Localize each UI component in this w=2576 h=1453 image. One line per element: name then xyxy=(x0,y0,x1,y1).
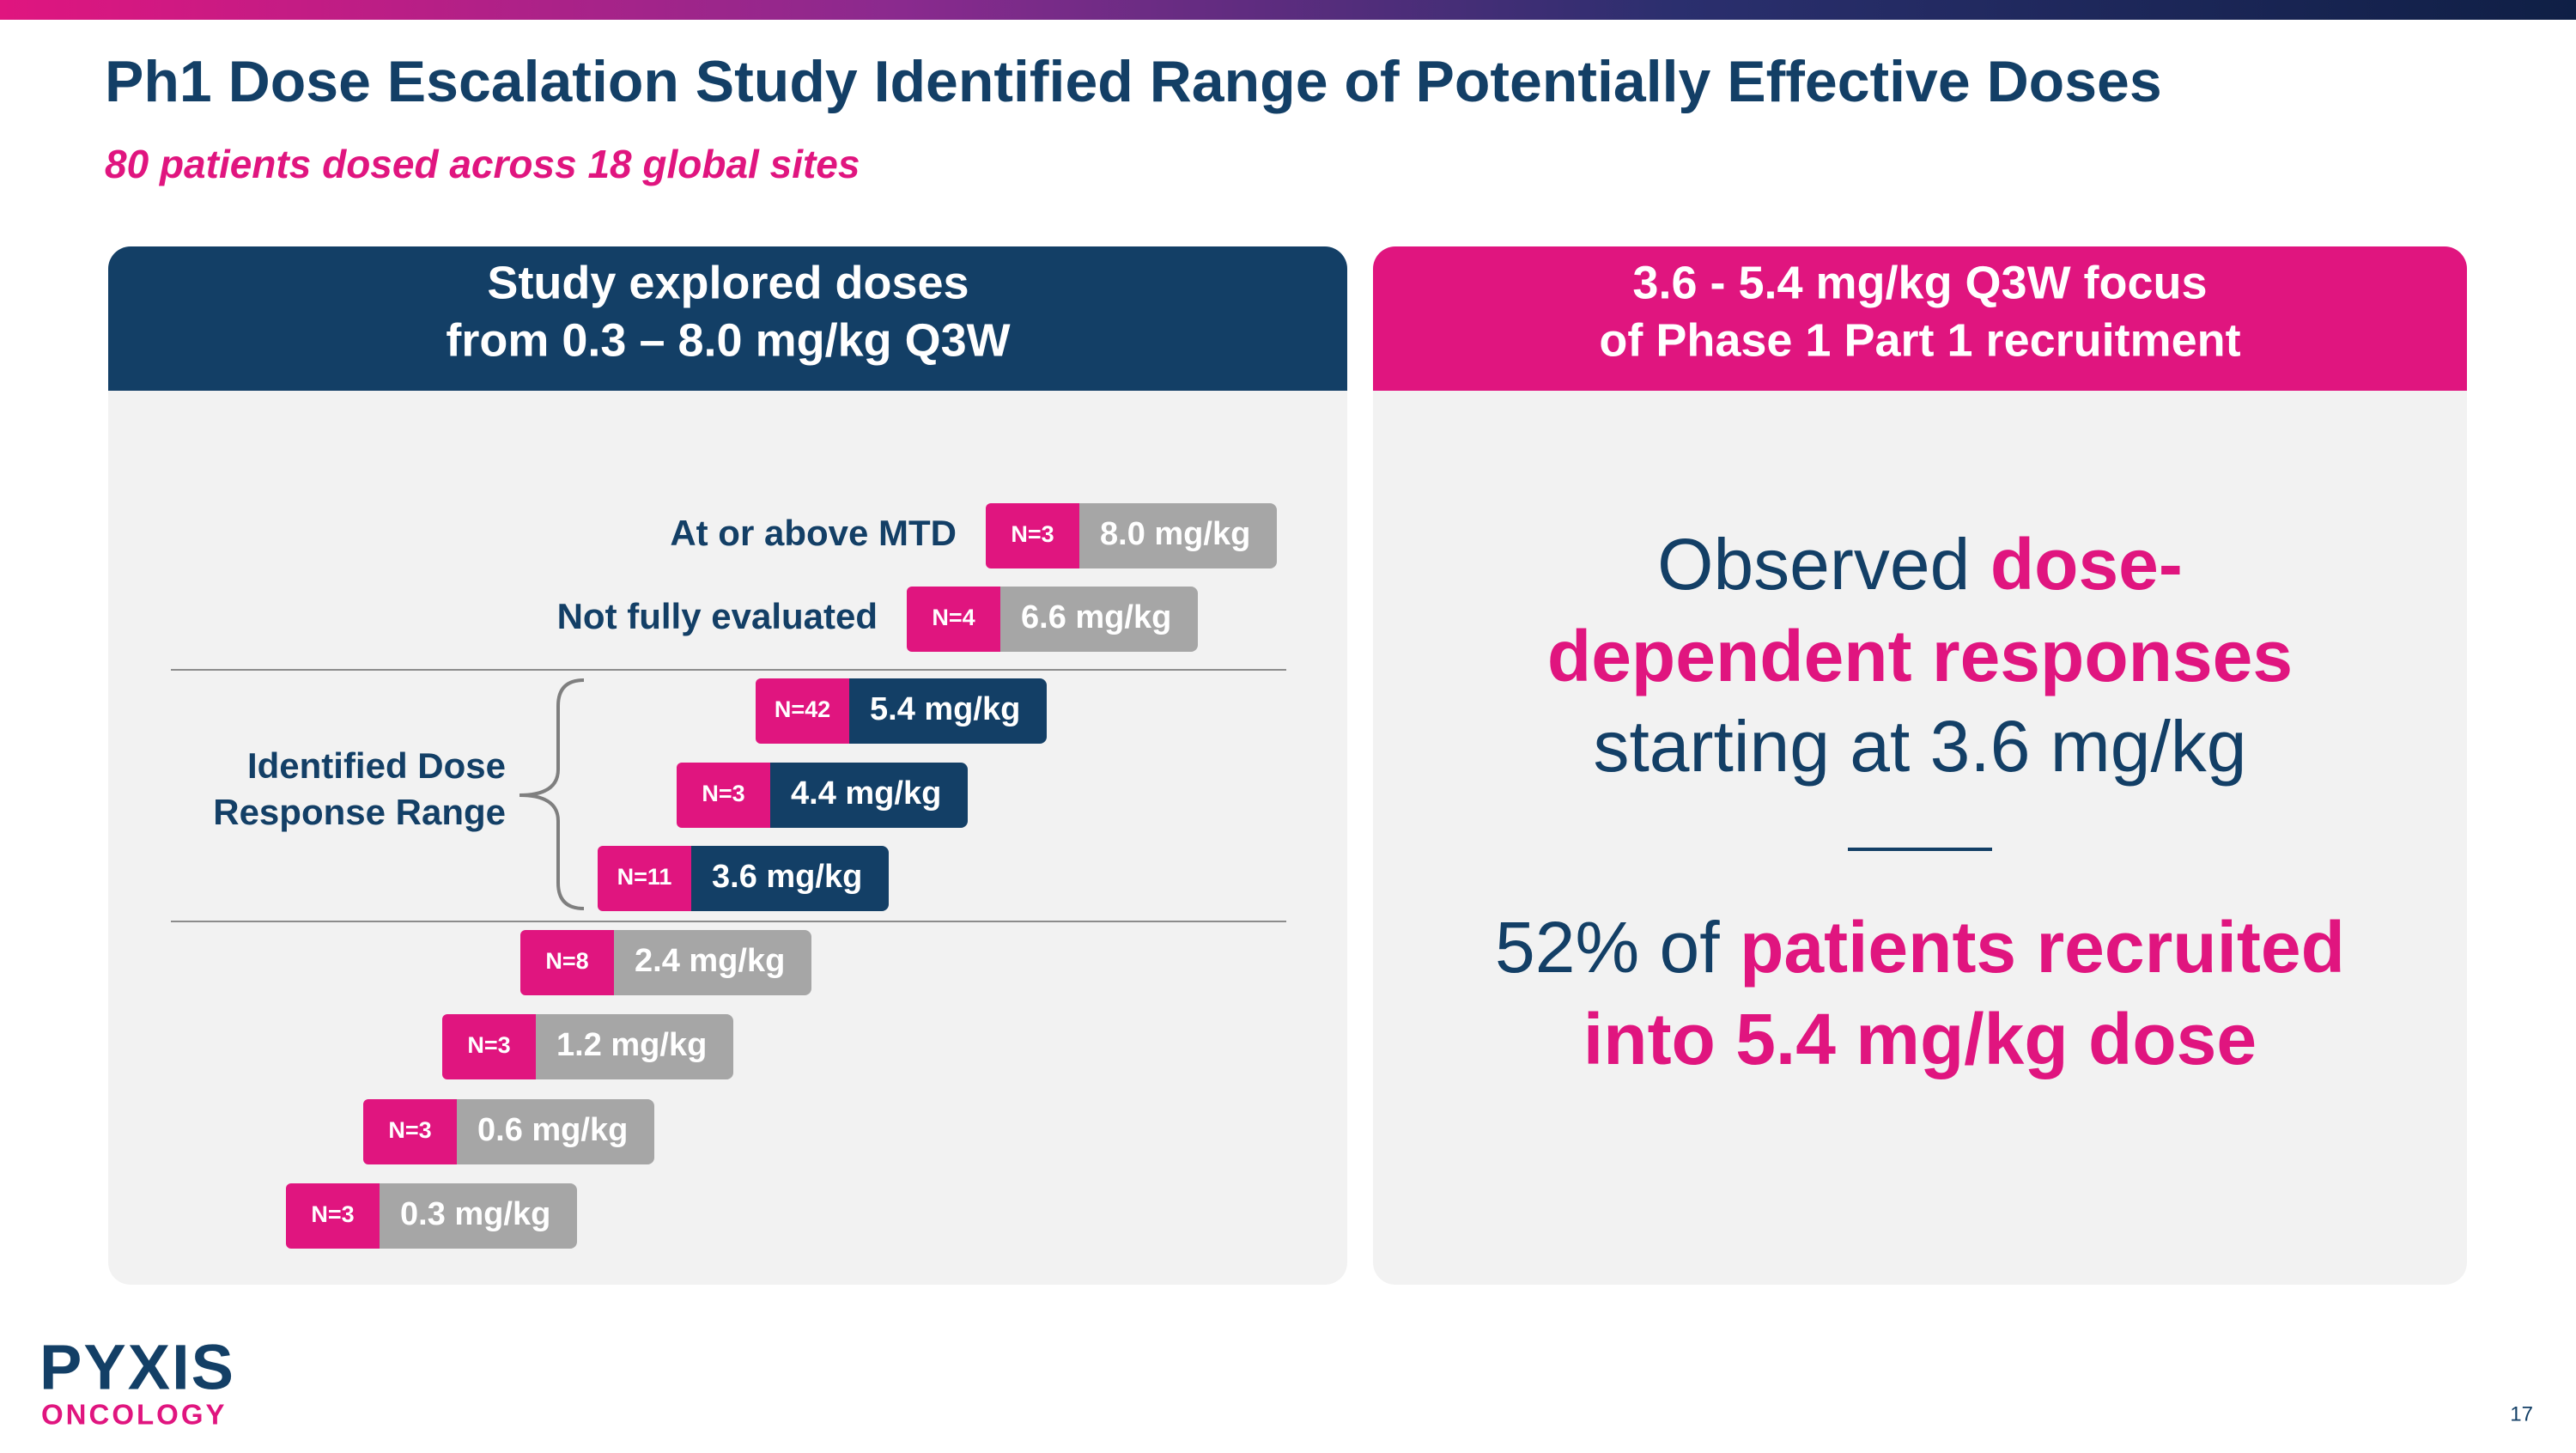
statement-line: dependent responses xyxy=(1547,616,2293,696)
right-panel-header xyxy=(1373,246,2467,391)
statement-part: 52% of xyxy=(1495,907,1720,988)
n-box xyxy=(286,1183,380,1249)
left-heading: Study explored doses xyxy=(487,257,969,308)
top-bar xyxy=(0,0,2576,20)
row-label: Not fully evaluated xyxy=(557,596,878,636)
dose-label: 0.3 mg/kg xyxy=(400,1196,550,1232)
dose-box xyxy=(691,846,889,911)
statement-line: Observed dose- xyxy=(1657,524,2183,605)
dose-box xyxy=(1079,503,1277,568)
dose-box xyxy=(770,763,968,828)
page-number: 17 xyxy=(2510,1402,2533,1426)
n-box xyxy=(520,930,614,995)
dose-box xyxy=(457,1099,654,1164)
left-heading: from 0.3 – 8.0 mg/kg Q3W xyxy=(446,314,1010,366)
dose-box xyxy=(614,930,811,995)
title: Ph1 Dose Escalation Study Identified Ran… xyxy=(105,49,2162,114)
n-label: N=11 xyxy=(617,864,672,890)
n-box xyxy=(442,1014,536,1079)
right-heading: 3.6 - 5.4 mg/kg Q3W focus xyxy=(1632,257,2207,308)
dose-label: 6.6 mg/kg xyxy=(1021,599,1171,635)
n-label: N=3 xyxy=(388,1117,431,1143)
n-label: N=3 xyxy=(702,781,744,806)
statement-part: dose- xyxy=(1990,524,2183,605)
statement-part: Observed xyxy=(1657,524,1970,605)
statement-part: patients recruited xyxy=(1740,907,2345,988)
n-label: N=42 xyxy=(775,696,830,722)
subtitle: 80 patients dosed across 18 global sites xyxy=(105,142,860,186)
bracket-label: Identified Dose xyxy=(247,745,506,786)
logo-subtext: ONCOLOGY xyxy=(41,1399,228,1431)
n-label: N=4 xyxy=(932,605,975,630)
statement-part: starting at 3.6 mg/kg xyxy=(1593,706,2246,787)
n-box xyxy=(756,678,849,744)
bracket xyxy=(519,678,585,910)
n-label: N=3 xyxy=(467,1032,510,1058)
statement-line: starting at 3.6 mg/kg xyxy=(1593,706,2246,787)
statements: Observed dose-dependent responses starting… xyxy=(1495,524,2345,1079)
n-label: N=8 xyxy=(545,948,588,974)
left-panel-header xyxy=(108,246,1347,391)
logo-text: PYXIS xyxy=(39,1332,235,1403)
n-box xyxy=(677,763,770,828)
right-panel xyxy=(1373,246,2467,1285)
dose-label: 2.4 mg/kg xyxy=(635,943,785,979)
statement-part: dependent responses xyxy=(1547,616,2293,696)
n-box xyxy=(363,1099,457,1164)
statement-part: into 5.4 mg/kg dose xyxy=(1583,999,2257,1079)
dose-label: 1.2 mg/kg xyxy=(556,1027,707,1063)
dose-label: 3.6 mg/kg xyxy=(712,859,862,895)
dose-label: 5.4 mg/kg xyxy=(870,691,1020,727)
dose-label: 8.0 mg/kg xyxy=(1100,516,1250,552)
dose-label: 4.4 mg/kg xyxy=(791,775,941,812)
statement-line: into 5.4 mg/kg dose xyxy=(1583,999,2257,1079)
dose-rows: N=3 8.0 mg/kg At or above MTD N=4 6.6 mg/kg N… xyxy=(286,503,1277,1249)
n-box xyxy=(598,846,691,911)
dose-box xyxy=(849,678,1047,744)
n-box xyxy=(907,587,1000,652)
n-box xyxy=(986,503,1079,568)
n-label: N=3 xyxy=(311,1201,354,1227)
row-label: At or above MTD xyxy=(670,513,957,553)
dose-box xyxy=(380,1183,577,1249)
right-heading: of Phase 1 Part 1 recruitment xyxy=(1599,314,2240,366)
n-label: N=3 xyxy=(1011,521,1054,547)
bracket-label: Response Range xyxy=(213,792,506,832)
dose-label: 0.6 mg/kg xyxy=(477,1112,628,1148)
dose-box xyxy=(1000,587,1198,652)
statement-line: 52% of patients recruited xyxy=(1495,907,2345,988)
dose-box xyxy=(536,1014,733,1079)
